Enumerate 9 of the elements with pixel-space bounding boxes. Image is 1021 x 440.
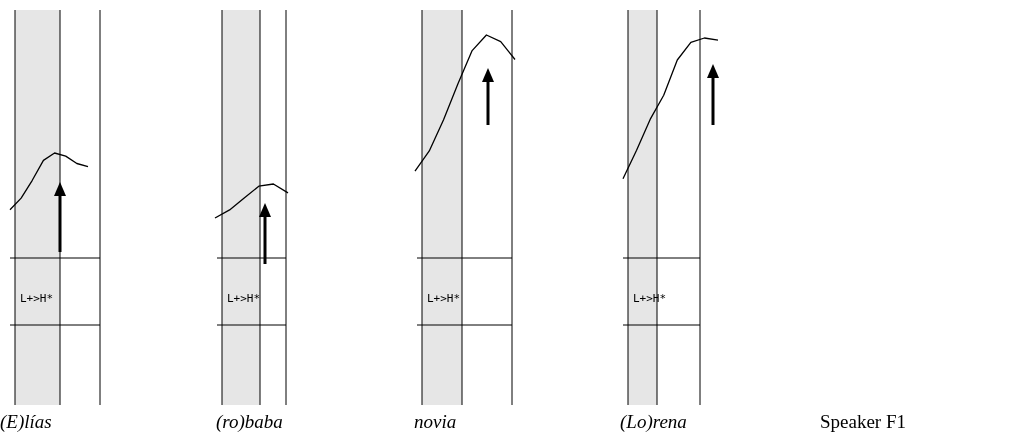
text: L+>H* [20,292,54,305]
text: L+>H* [633,292,667,305]
x-axis-title: novia [414,411,457,432]
x-axis-title: (Lo)rena [620,411,687,433]
x-axis-title: (E)lías [0,411,52,433]
x-axis-title: (ro)baba [216,411,283,433]
text: Speaker F1 [820,411,907,432]
text: L+>H* [427,292,461,305]
text: L+>H* [227,292,261,305]
